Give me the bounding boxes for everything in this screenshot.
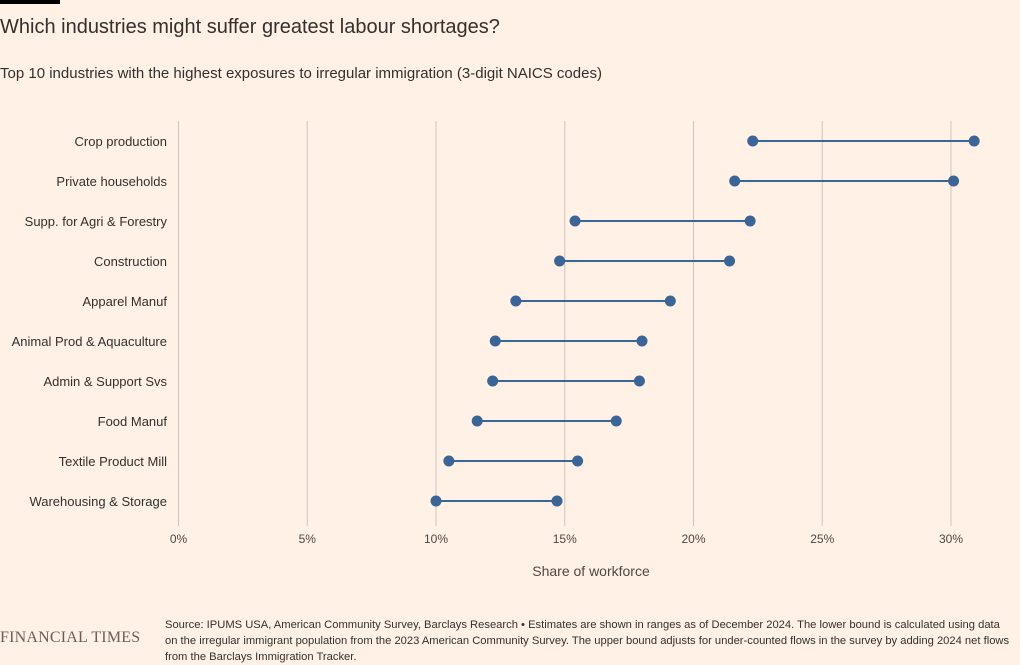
upper-bound-dot <box>610 415 622 427</box>
lower-bound-dot <box>471 415 483 427</box>
category-label: Construction <box>94 254 167 269</box>
lower-bound-dot <box>443 455 455 467</box>
chart-title: Which industries might suffer greatest l… <box>0 16 500 38</box>
x-tick-label: 15% <box>553 532 577 546</box>
x-tick-label: 25% <box>810 532 834 546</box>
category-label: Apparel Manuf <box>82 294 167 309</box>
category-label: Crop production <box>75 134 168 149</box>
range-lines <box>436 140 975 502</box>
dumbbell-chart: 0% 5% 10% 15% 20% 25% 30% Crop production Priva… <box>12 121 980 579</box>
category-label: Supp. for Agri & Forestry <box>25 214 168 229</box>
x-tick-label: 0% <box>170 532 188 546</box>
grid-layer <box>178 121 952 526</box>
upper-bound-dot <box>968 135 980 147</box>
lower-bound-dot <box>510 295 522 307</box>
upper-bound-dot <box>724 255 736 267</box>
lower-bound-dot <box>487 375 499 387</box>
upper-bound-dot <box>572 455 584 467</box>
category-label: Animal Prod & Aquaculture <box>12 334 167 349</box>
category-label: Textile Product Mill <box>59 454 167 469</box>
category-label: Food Manuf <box>98 414 168 429</box>
x-tick-label: 20% <box>681 532 705 546</box>
lower-bound-dot <box>747 135 759 147</box>
ft-logo: FINANCIAL TIMES <box>0 629 141 646</box>
x-tick-label: 5% <box>299 532 317 546</box>
x-tick-label: 10% <box>424 532 448 546</box>
upper-bound-dot <box>744 215 756 227</box>
category-labels: Crop production Private households Supp. f… <box>12 134 168 509</box>
lower-bound-dot <box>430 495 442 507</box>
x-tick-label: 30% <box>939 532 963 546</box>
x-axis-label: Share of workforce <box>532 563 650 579</box>
lower-bound-dot <box>554 255 566 267</box>
range-dots <box>430 135 980 507</box>
ft-top-bar <box>0 0 60 4</box>
x-axis: 0% 5% 10% 15% 20% 25% 30% <box>170 532 964 546</box>
lower-bound-dot <box>569 215 581 227</box>
category-label: Warehousing & Storage <box>29 494 167 509</box>
upper-bound-dot <box>948 175 960 187</box>
category-label: Admin & Support Svs <box>43 374 167 389</box>
upper-bound-dot <box>664 295 676 307</box>
lower-bound-dot <box>489 335 501 347</box>
upper-bound-dot <box>633 375 645 387</box>
category-label: Private households <box>56 174 167 189</box>
lower-bound-dot <box>729 175 741 187</box>
chart-subtitle: Top 10 industries with the highest expos… <box>0 65 602 82</box>
upper-bound-dot <box>636 335 648 347</box>
upper-bound-dot <box>551 495 563 507</box>
source-note: Source: IPUMS USA, American Community Su… <box>165 619 1010 663</box>
